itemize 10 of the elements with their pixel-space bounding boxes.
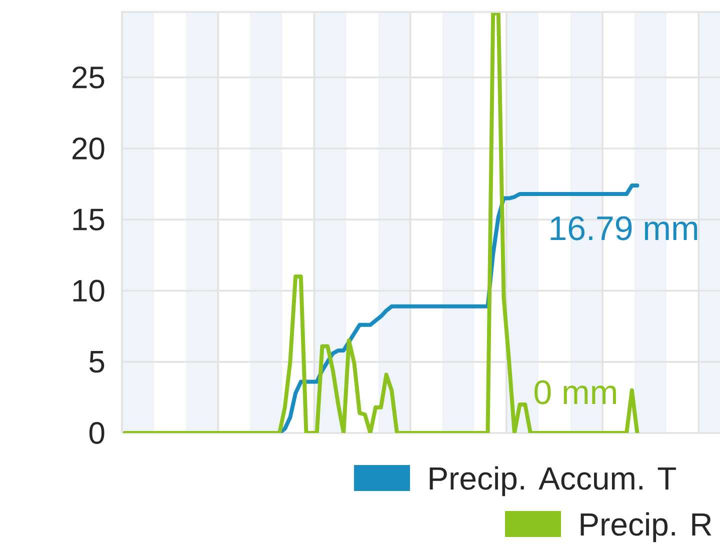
legend-label: Precip. R <box>580 512 712 542</box>
legend-label: Precip. Accum. T <box>430 466 676 496</box>
annotation: 0 mm <box>534 380 616 404</box>
y-tick-label: 20 <box>72 138 104 160</box>
annotation: 16.79 mm <box>550 216 698 240</box>
y-tick-label: 25 <box>72 66 104 88</box>
y-tick-label: 15 <box>73 208 104 230</box>
y-tick-label: 0 <box>89 422 104 444</box>
y-tick-label: 10 <box>73 280 104 302</box>
y-tick-label: 5 <box>89 351 104 373</box>
